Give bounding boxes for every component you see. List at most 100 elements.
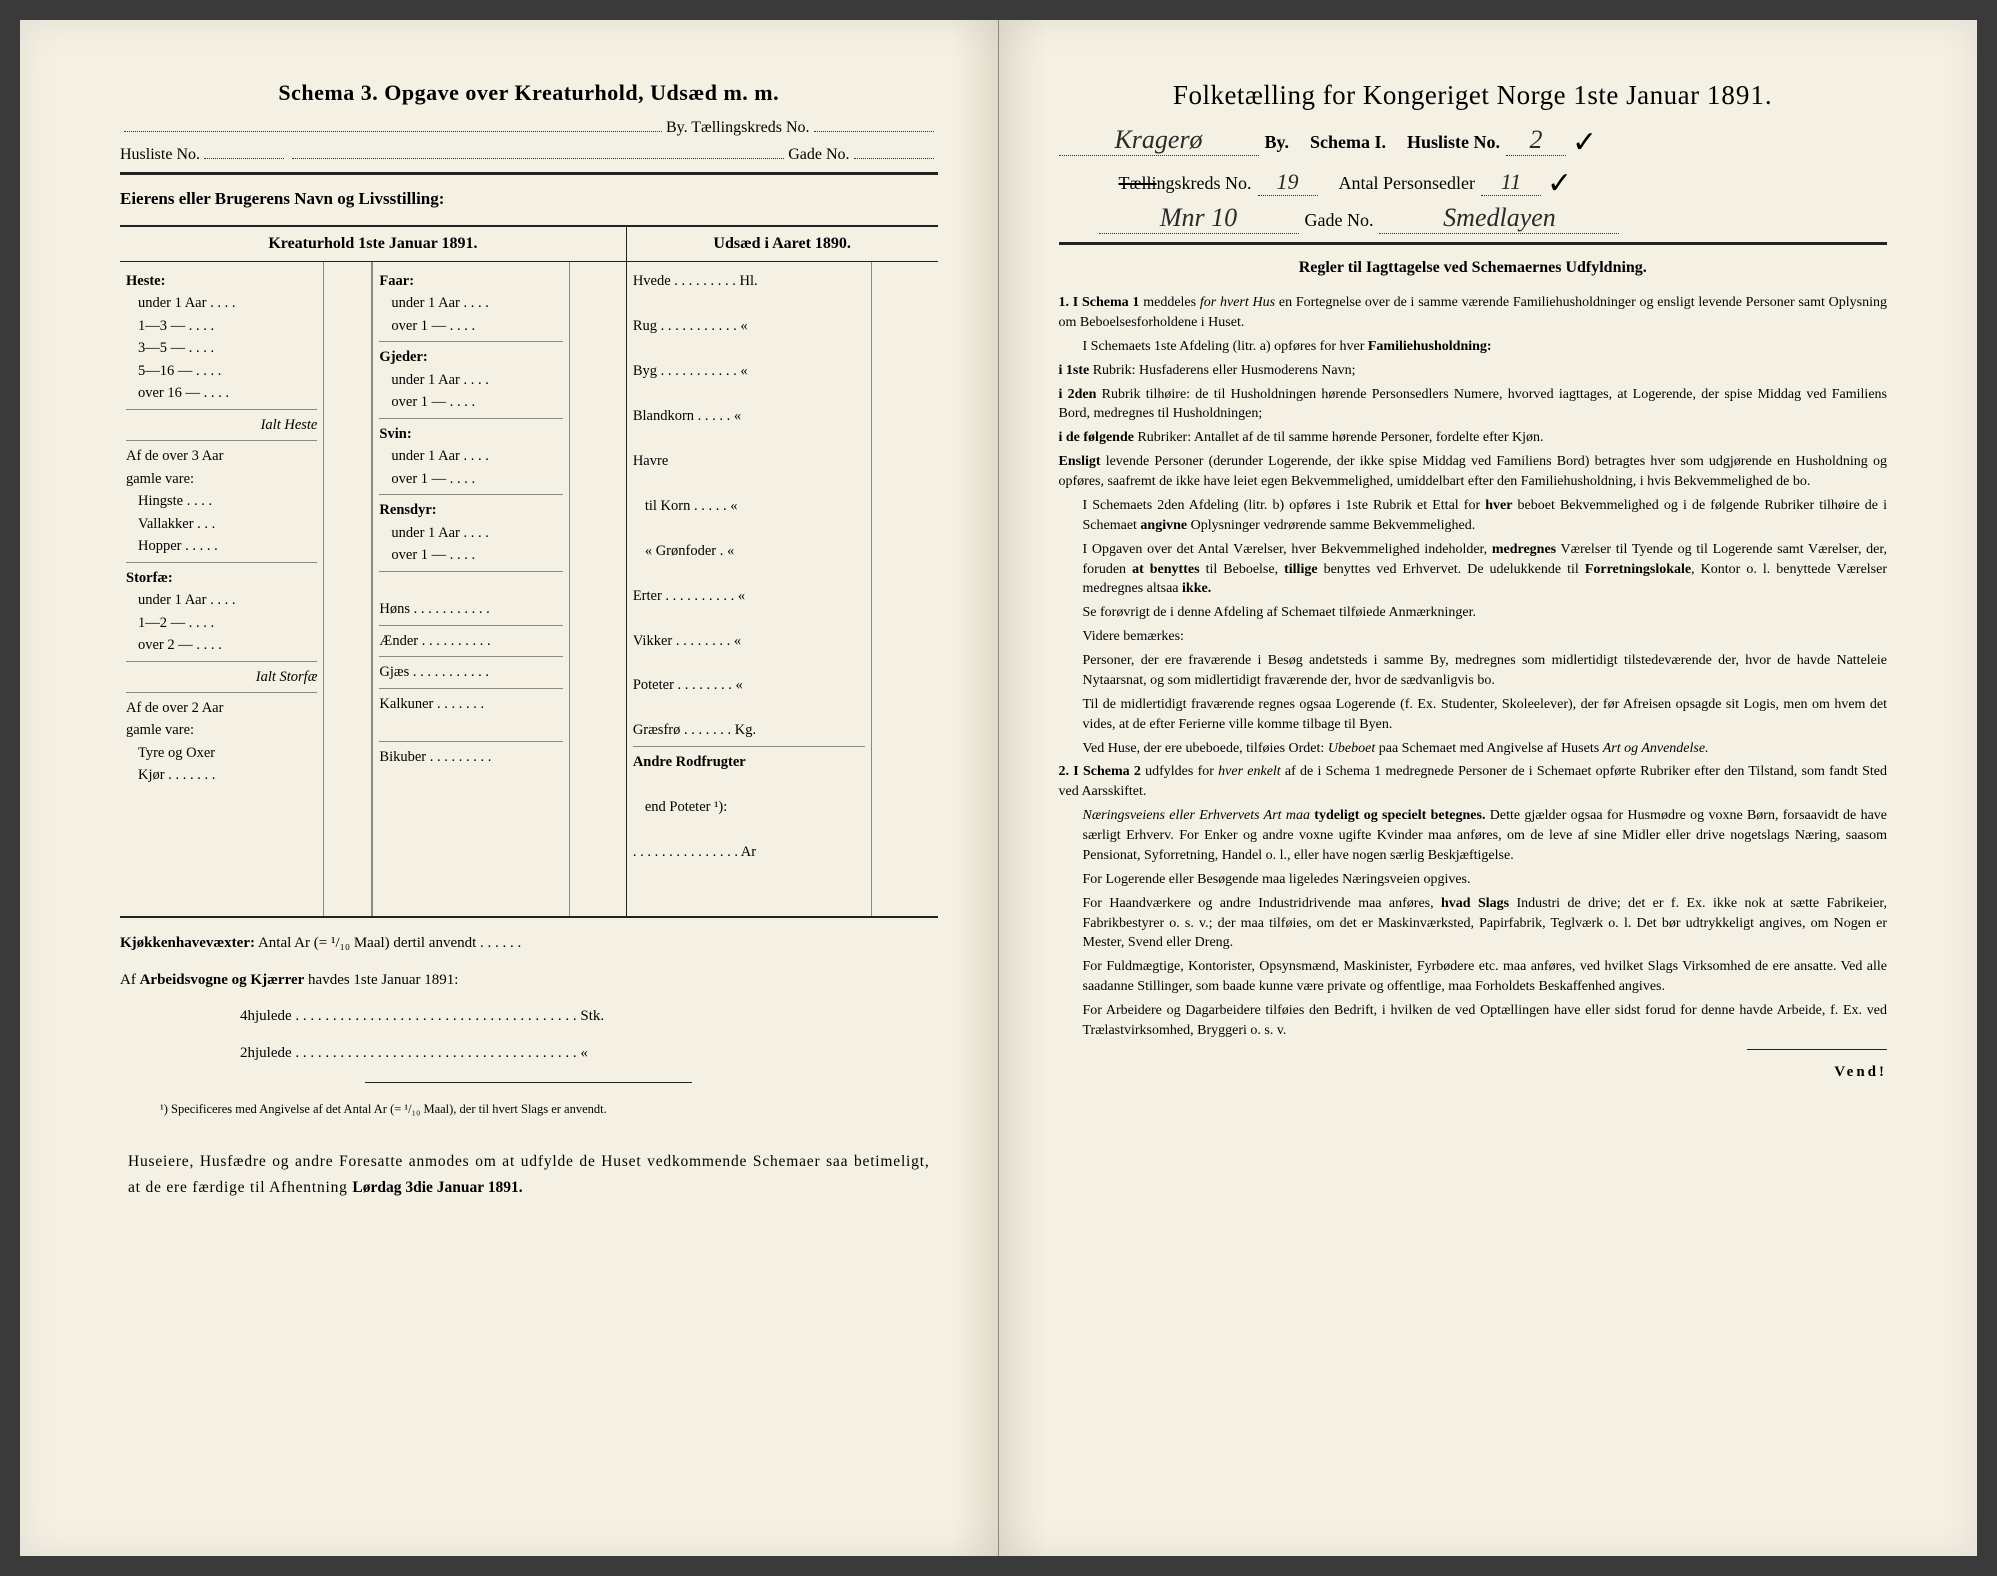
rodfrugter: Andre Rodfrugter <box>633 751 865 773</box>
r6b: levende Personer (derunder Logerende, de… <box>1059 454 1888 489</box>
heste-r4: over 16 — . . . . <box>126 382 317 404</box>
r8h: Forretningslokale <box>1585 562 1691 577</box>
poteter: Poteter . . . . . . . . « <box>633 674 865 696</box>
rule-4: i 2den Rubrik tilhøire: de til Husholdni… <box>1059 385 1888 425</box>
rensdyr-r1: over 1 — . . . . <box>379 544 562 566</box>
kjor: Kjør . . . . . . . <box>126 764 317 786</box>
rule-14: 2. I Schema 2 udfyldes for hver enkelt a… <box>1059 762 1888 802</box>
r13a: Ved Huse, der ere ubeboede, tilføies Ord… <box>1083 741 1328 756</box>
r13c: paa Schemaet med Angivelse af Husets <box>1375 741 1602 756</box>
hvede: Hvede . . . . . . . . . Hl. <box>633 270 865 292</box>
hjul2: 2hjulede . . . . . . . . . . . . . . . .… <box>120 1042 938 1065</box>
kalkuner: Kalkuner . . . . . . . <box>379 693 562 715</box>
r5a: i de følgende <box>1059 430 1134 445</box>
r7a: I Schemaets 2den Afdeling (litr. b) opfø… <box>1083 498 1486 513</box>
rule-8: I Opgaven over det Antal Værelser, hver … <box>1059 540 1888 600</box>
form-row-1: Kragerø By. Schema I. Husliste No. 2 ✓ <box>1059 121 1888 156</box>
row-by-kreds: By. Tællingskreds No. <box>120 116 938 137</box>
form-row-3: Mnr 10 Gade No. Smedlayen <box>1059 203 1888 234</box>
gamle-vare2: gamle vare: <box>126 719 317 741</box>
footnote: ¹) Specificeres med Angivelse af det Ant… <box>160 1101 898 1119</box>
r18: For Fuldmægtige, Kontorister, Opsynsmænd… <box>1059 957 1888 997</box>
r13b: Ubeboet <box>1328 741 1375 756</box>
rules-body: 1. I Schema 1 meddeles for hvert Hus en … <box>1059 293 1888 1041</box>
r7e: Oplysninger vedrørende samme Bekvemmelig… <box>1187 518 1475 533</box>
gade-hand: Smedlayen <box>1379 203 1619 234</box>
faar-r1: over 1 — . . . . <box>379 315 562 337</box>
divider-short <box>365 1082 692 1083</box>
r8e: til Beboelse, <box>1200 562 1285 577</box>
endpoteter: end Poteter ¹): <box>633 796 865 818</box>
closing-body: Huseiere, Husfædre og andre Foresatte an… <box>128 1153 930 1196</box>
gronfoder: « Grønfoder . « <box>633 540 865 562</box>
r5b: Rubriker: Antallet af de til samme høren… <box>1134 430 1544 445</box>
kreatur-table: Kreaturhold 1ste Januar 1891. Udsæd i Aa… <box>120 225 938 918</box>
rule-1: 1. I Schema 1 meddeles for hvert Hus en … <box>1059 293 1888 333</box>
r8j: ikke. <box>1182 581 1211 596</box>
form-row-2: Tællingskreds No. 19 Antal Personsedler … <box>1059 162 1888 197</box>
r17a: For Haandværkere og andre Industridriven… <box>1083 896 1442 911</box>
graesfro: Græsfrø . . . . . . . Kg. <box>633 719 865 741</box>
census-book-spread: Schema 3. Opgave over Kreaturhold, Udsæd… <box>20 20 1977 1556</box>
rule-3: i 1ste Rubrik: Husfaderens eller Husmode… <box>1059 361 1888 381</box>
r8a: I Opgaven over det Antal Værelser, hver … <box>1083 542 1492 557</box>
tyre: Tyre og Oxer <box>126 742 317 764</box>
arbeids-rest: havdes 1ste Januar 1891: <box>304 972 458 988</box>
byg: Byg . . . . . . . . . . . « <box>633 360 865 382</box>
husliste-label: Husliste No. <box>1407 132 1500 153</box>
r10: Videre bemærkes: <box>1059 627 1888 647</box>
r8f: tillige <box>1284 562 1317 577</box>
husliste-hand: 2 <box>1506 125 1566 156</box>
table-body: Heste: under 1 Aar . . . . 1—3 — . . . .… <box>120 262 938 918</box>
by-label: By. <box>1265 132 1290 153</box>
closing-date: Lørdag 3die Januar 1891. <box>352 1179 522 1196</box>
ar-dots1: . . . . . . . . . . . . . . . Ar <box>633 841 865 863</box>
r16: For Logerende eller Besøgende maa ligele… <box>1059 870 1888 890</box>
regler-heading: Regler til Iagttagelse ved Schemaernes U… <box>1059 259 1888 277</box>
label-gade: Gade No. <box>788 146 849 164</box>
col-blank3 <box>872 262 937 916</box>
heste-head: Heste: <box>126 270 317 292</box>
arbeids-bold: Arbeidsvogne og Kjærrer <box>140 972 305 988</box>
rensdyr-head: Rensdyr: <box>379 499 562 521</box>
label-by-kreds: By. Tællingskreds No. <box>666 119 810 137</box>
ialt-heste: Ialt Heste <box>126 414 317 436</box>
hons: Høns . . . . . . . . . . . <box>379 598 562 620</box>
r14c: hver enkelt <box>1218 764 1281 779</box>
storfae-r0: under 1 Aar . . . . <box>126 589 317 611</box>
antal-hand: 11 <box>1481 169 1541 196</box>
aender: Ænder . . . . . . . . . . <box>379 630 562 652</box>
r13d: Art og Anvendelse. <box>1603 741 1709 756</box>
rule-6: Ensligt levende Personer (derunder Loger… <box>1059 452 1888 492</box>
r15b: tydeligt og specielt betegnes. <box>1314 808 1485 823</box>
right-page-schema1: Folketælling for Kongeriget Norge 1ste J… <box>999 20 1978 1556</box>
heste-r2: 3—5 — . . . . <box>126 337 317 359</box>
af2aar: Af de over 2 Aar <box>126 697 317 719</box>
r6a: Ensligt <box>1059 454 1101 469</box>
r8g: benyttes ved Erhvervet. De udelukkende t… <box>1318 562 1585 577</box>
rug: Rug . . . . . . . . . . . « <box>633 315 865 337</box>
storfae-head: Storfæ: <box>126 567 317 589</box>
gade-label-r: Gade No. <box>1305 210 1374 231</box>
faar-head: Faar: <box>379 270 562 292</box>
rule-13: Ved Huse, der ere ubeboede, tilføies Ord… <box>1059 739 1888 759</box>
label-husliste: Husliste No. <box>120 146 200 164</box>
rule-5: i de følgende Rubriker: Antallet af de t… <box>1059 428 1888 448</box>
r12: Til de midlertidigt fraværende regnes og… <box>1059 695 1888 735</box>
r8b: medregnes <box>1492 542 1556 557</box>
erter: Erter . . . . . . . . . . « <box>633 585 865 607</box>
arbeids-row: Af Arbeidsvogne og Kjærrer havdes 1ste J… <box>120 969 938 992</box>
r7d: angivne <box>1140 518 1187 533</box>
header-udsaed: Udsæd i Aaret 1890. <box>627 227 938 261</box>
r2b: Familiehusholdning: <box>1368 339 1492 354</box>
divider-r <box>1059 242 1888 245</box>
gjeder-head: Gjeder: <box>379 346 562 368</box>
r8d: at benyttes <box>1132 562 1199 577</box>
storfae-r1: 1—2 — . . . . <box>126 612 317 634</box>
gjeder-r0: under 1 Aar . . . . <box>379 369 562 391</box>
census-year: 1891. <box>1707 80 1773 110</box>
svin-r1: over 1 — . . . . <box>379 468 562 490</box>
mnr-hand: Mnr 10 <box>1099 203 1299 234</box>
header-kreaturhold: Kreaturhold 1ste Januar 1891. <box>120 227 627 261</box>
col-udsaed: Hvede . . . . . . . . . Hl. Rug . . . . … <box>627 262 872 916</box>
